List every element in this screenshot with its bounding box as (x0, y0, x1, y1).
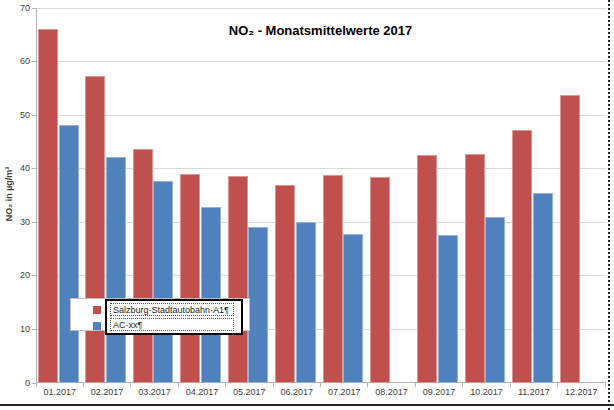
bar-ac-xx-06.2017[interactable] (296, 222, 316, 383)
legend-text-editbox[interactable]: Salzburg·Stadtautobahn·A1¶ AC·xx¶ (105, 299, 243, 335)
bar-salzburg-stadtautobahn-a1-05.2017[interactable] (228, 176, 248, 383)
x-tick-label-07.2017: 07.2017 (321, 387, 368, 397)
legend-text-line-2[interactable]: AC·xx¶ (110, 318, 234, 331)
x-tick-label-06.2017: 06.2017 (273, 387, 320, 397)
x-tick-label-12.2017: 12.2017 (558, 387, 605, 397)
bar-salzburg-stadtautobahn-a1-11.2017[interactable] (512, 130, 532, 383)
y-tick-label-20: 20 (4, 270, 30, 280)
y-tick-label-30: 30 (4, 217, 30, 227)
x-tick-5 (273, 383, 274, 387)
y-tick-50 (32, 115, 36, 116)
y-tick-label-10: 10 (4, 324, 30, 334)
bar-salzburg-stadtautobahn-a1-08.2017[interactable] (370, 177, 390, 383)
y-tick-40 (32, 168, 36, 169)
bar-salzburg-stadtautobahn-a1-04.2017[interactable] (180, 174, 200, 383)
selection-dotted-border (608, 0, 610, 410)
legend-text-line-1[interactable]: Salzburg·Stadtautobahn·A1¶ (110, 303, 234, 316)
document-page: NO₂ - Monatsmittelwerte 2017 NO₂ in µg/m… (0, 0, 614, 410)
bar-salzburg-stadtautobahn-a1-06.2017[interactable] (275, 185, 295, 383)
bar-salzburg-stadtautobahn-a1-10.2017[interactable] (465, 154, 485, 383)
x-tick-11 (557, 383, 558, 387)
y-tick-70 (32, 8, 36, 9)
x-tick-8 (415, 383, 416, 387)
bar-ac-xx-02.2017[interactable] (106, 157, 126, 383)
x-tick-label-10.2017: 10.2017 (463, 387, 510, 397)
y-tick-20 (32, 275, 36, 276)
bar-salzburg-stadtautobahn-a1-01.2017[interactable] (38, 29, 58, 383)
document-horizontal-rule (0, 404, 614, 406)
gridline-50 (37, 115, 606, 116)
chart-figure[interactable]: NO₂ - Monatsmittelwerte 2017 NO₂ in µg/m… (0, 0, 614, 410)
y-axis-title: NO₂ in µg/m³ (4, 134, 14, 254)
y-tick-30 (32, 222, 36, 223)
bar-ac-xx-09.2017[interactable] (438, 235, 458, 383)
y-tick-label-50: 50 (4, 110, 30, 120)
bar-ac-xx-05.2017[interactable] (248, 227, 268, 383)
y-tick-label-60: 60 (4, 56, 30, 66)
x-tick-label-05.2017: 05.2017 (226, 387, 273, 397)
x-tick-label-09.2017: 09.2017 (415, 387, 462, 397)
x-tick-6 (320, 383, 321, 387)
bar-ac-xx-03.2017[interactable] (153, 181, 173, 383)
y-tick-label-70: 70 (4, 3, 30, 13)
x-tick-10 (510, 383, 511, 387)
y-tick-60 (32, 61, 36, 62)
x-tick-label-01.2017: 01.2017 (36, 387, 83, 397)
bar-salzburg-stadtautobahn-a1-12.2017[interactable] (560, 95, 580, 383)
x-tick-0 (36, 383, 37, 387)
bar-ac-xx-04.2017[interactable] (201, 207, 221, 383)
x-tick-2 (130, 383, 131, 387)
bar-salzburg-stadtautobahn-a1-02.2017[interactable] (85, 76, 105, 384)
x-tick-12 (605, 383, 606, 387)
gridline-60 (37, 61, 606, 62)
x-tick-label-04.2017: 04.2017 (178, 387, 225, 397)
x-tick-3 (178, 383, 179, 387)
x-tick-7 (367, 383, 368, 387)
y-tick-label-40: 40 (4, 163, 30, 173)
bar-salzburg-stadtautobahn-a1-09.2017[interactable] (417, 155, 437, 383)
x-tick-label-11.2017: 11.2017 (510, 387, 557, 397)
bar-ac-xx-10.2017[interactable] (485, 217, 505, 383)
x-tick-9 (462, 383, 463, 387)
x-tick-label-08.2017: 08.2017 (368, 387, 415, 397)
legend-marker-red (93, 306, 101, 314)
bar-ac-xx-01.2017[interactable] (59, 125, 79, 383)
x-tick-label-02.2017: 02.2017 (83, 387, 130, 397)
x-tick-4 (225, 383, 226, 387)
gridline-70 (37, 8, 606, 9)
y-tick-10 (32, 329, 36, 330)
bar-salzburg-stadtautobahn-a1-07.2017[interactable] (323, 175, 343, 383)
legend-marker-blue (93, 322, 101, 330)
x-tick-label-03.2017: 03.2017 (131, 387, 178, 397)
bar-ac-xx-11.2017[interactable] (533, 193, 553, 383)
x-tick-1 (83, 383, 84, 387)
bar-salzburg-stadtautobahn-a1-03.2017[interactable] (133, 149, 153, 383)
y-tick-label-0: 0 (4, 378, 30, 388)
bar-ac-xx-07.2017[interactable] (343, 234, 363, 383)
